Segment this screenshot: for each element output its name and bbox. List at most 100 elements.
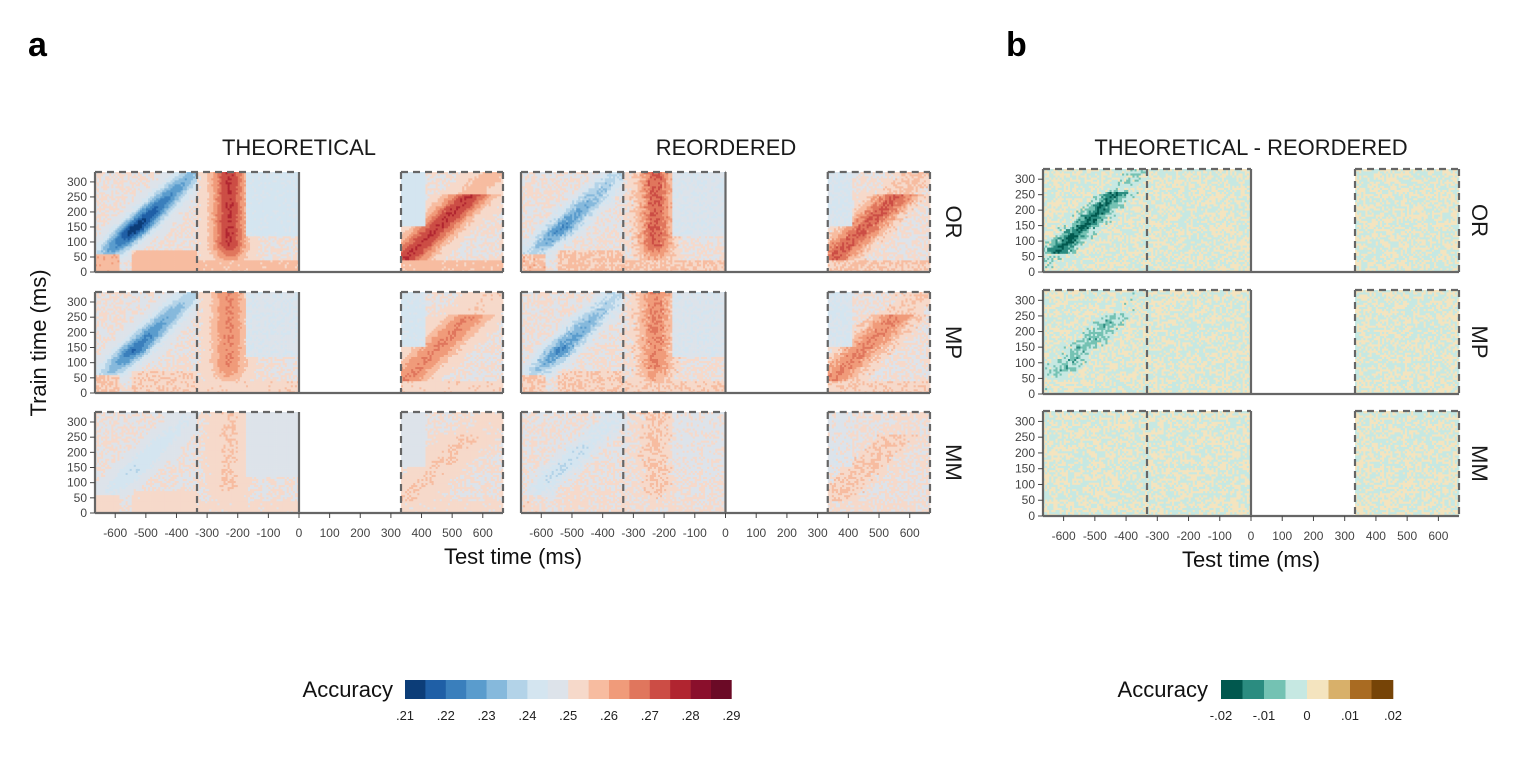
heatmap-cell [107,194,109,196]
heatmap-cell [111,258,113,260]
heatmap-cell [128,236,130,238]
heatmap-cell [164,258,166,260]
heatmap-cell [103,208,105,210]
heatmap-cell [156,252,158,254]
heatmap-cell [134,264,136,266]
heatmap-cell [124,218,126,220]
heatmap-cell [117,178,119,180]
heatmap-cell [187,244,189,246]
heatmap-cell [146,246,148,248]
heatmap-cell [150,256,152,258]
heatmap-cell [105,182,107,184]
heatmap-cell [132,186,134,188]
heatmap-cell [130,232,132,234]
heatmap-cell [117,218,119,220]
heatmap-cell [138,190,140,192]
heatmap-cell [173,218,175,220]
heatmap-cell [156,180,158,182]
heatmap-cell [132,254,134,256]
heatmap-cell [134,226,136,228]
heatmap-cell [128,250,130,252]
heatmap-cell [175,192,177,194]
heatmap-cell [185,186,187,188]
heatmap-cell [101,260,103,262]
heatmap-cell [144,262,146,264]
heatmap-cell [156,242,158,244]
heatmap-cell [160,230,162,232]
heatmap-cell [130,194,132,196]
heatmap-cell [122,220,124,222]
heatmap-cell [99,240,101,242]
heatmap-cell [179,240,181,242]
heatmap-cell [179,232,181,234]
heatmap-cell [126,200,128,202]
heatmap-cell [177,178,179,180]
heatmap-cell [164,238,166,240]
heatmap-cell [99,244,101,246]
heatmap-cell [101,230,103,232]
heatmap-cell [181,230,183,232]
heatmap-cell [181,254,183,256]
heatmap-cell [179,248,181,250]
heatmap-cell [134,222,136,224]
heatmap-cell [130,248,132,250]
heatmap-cell [97,186,99,188]
heatmap-cell [189,216,191,218]
heatmap-cell [99,210,101,212]
heatmap-cell [136,240,138,242]
heatmap-cell [103,262,105,264]
heatmap-cell [160,182,162,184]
heatmap-cell [132,210,134,212]
heatmap-cell [101,204,103,206]
heatmap-cell [117,212,119,214]
heatmap-cell [175,200,177,202]
heatmap-cell [109,242,111,244]
heatmap-cell [117,180,119,182]
heatmap-cell [109,226,111,228]
heatmap-cell [150,218,152,220]
heatmap-cell [170,208,172,210]
heatmap-cell [134,176,136,178]
heatmap-cell [164,174,166,176]
heatmap-cell [109,224,111,226]
heatmap-cell [142,210,144,212]
heatmap-cell [130,206,132,208]
heatmap-cell [154,226,156,228]
heatmap-cell [175,266,177,268]
heatmap-cell [111,238,113,240]
heatmap-cell [138,210,140,212]
heatmap-cell [173,242,175,244]
heatmap-cell [152,218,154,220]
heatmap-cell [154,176,156,178]
heatmap-cell [183,206,185,208]
heatmap-cell [175,232,177,234]
heatmap-cell [109,186,111,188]
heatmap-cell [146,262,148,264]
heatmap-cell [126,180,128,182]
heatmap-cell [173,212,175,214]
heatmap-cell [111,248,113,250]
heatmap-cell [134,208,136,210]
heatmap-cell [191,228,193,230]
heatmap-cell [124,230,126,232]
heatmap-cell [136,254,138,256]
heatmap-cell [109,240,111,242]
heatmap-cell [166,188,168,190]
heatmap-cell [160,232,162,234]
heatmap-cell [181,268,183,270]
heatmap-cell [187,208,189,210]
heatmap-cell [177,222,179,224]
heatmap-cell [187,236,189,238]
heatmap-cell [113,238,115,240]
heatmap-cell [148,202,150,204]
heatmap-cell [113,250,115,252]
heatmap-cell [124,222,126,224]
heatmap-cell [99,200,101,202]
heatmap-cell [113,208,115,210]
heatmap-cell [168,176,170,178]
heatmap-cell [140,192,142,194]
heatmap-cell [124,240,126,242]
heatmap-cell [146,224,148,226]
heatmap-cell [158,180,160,182]
heatmap-cell [166,204,168,206]
